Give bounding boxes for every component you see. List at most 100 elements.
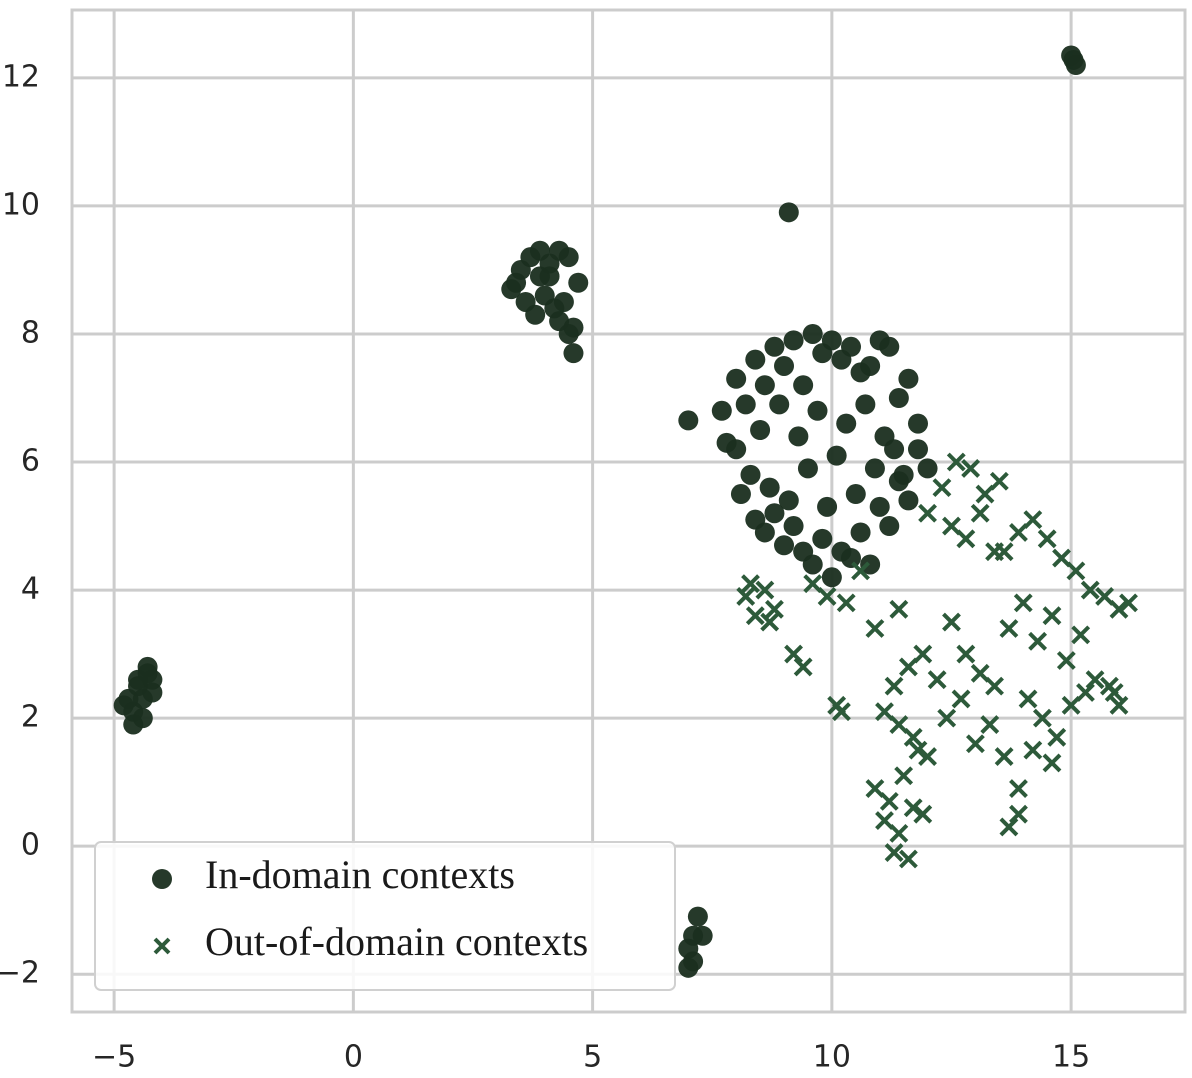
point — [764, 503, 785, 524]
point — [1009, 779, 1028, 798]
point — [765, 599, 784, 619]
point — [879, 336, 900, 357]
point — [1080, 580, 1100, 600]
point — [1042, 753, 1062, 773]
point — [793, 657, 813, 677]
point — [956, 644, 976, 664]
point — [899, 657, 918, 677]
point — [999, 619, 1019, 638]
point — [755, 580, 775, 600]
point — [774, 355, 795, 376]
point — [850, 522, 871, 543]
point — [760, 612, 780, 632]
point — [994, 747, 1014, 766]
point — [750, 420, 771, 441]
point — [678, 957, 699, 978]
y-tick-label: 0 — [21, 828, 40, 863]
point — [774, 535, 795, 556]
point — [860, 554, 881, 575]
point — [539, 266, 560, 287]
point — [1009, 804, 1028, 824]
x-tick-label: −5 — [92, 1040, 136, 1075]
point — [142, 669, 163, 690]
point — [851, 561, 870, 581]
point — [123, 714, 144, 735]
point — [1032, 708, 1052, 728]
plot-frame — [70, 8, 1187, 1014]
y-tick-label: 10 — [2, 187, 40, 222]
point — [113, 695, 134, 716]
legend-marker — [153, 937, 171, 955]
point — [1066, 561, 1086, 581]
point — [1028, 631, 1048, 651]
point — [907, 413, 928, 434]
legend-item: In-domain contexts — [152, 852, 515, 897]
legend-box — [94, 841, 676, 991]
point — [726, 368, 747, 389]
point — [907, 439, 928, 460]
point — [865, 779, 885, 798]
point — [956, 529, 976, 549]
point — [558, 247, 579, 268]
y-tick-label: −2 — [0, 956, 40, 991]
point — [942, 612, 961, 632]
point — [855, 394, 876, 415]
point — [1071, 625, 1091, 645]
y-tick-label: 8 — [21, 315, 40, 350]
point — [884, 439, 905, 460]
point — [913, 804, 933, 824]
point — [754, 375, 775, 396]
point — [1095, 587, 1115, 606]
point — [879, 791, 899, 811]
point — [553, 291, 574, 312]
point — [894, 766, 914, 786]
legend: In-domain contexts Out-of-domain contexts — [94, 841, 676, 991]
legend-marker — [152, 869, 172, 889]
x-tick-label: 5 — [583, 1040, 602, 1075]
legend-item: Out-of-domain contexts — [153, 919, 588, 964]
point — [879, 516, 900, 537]
point — [132, 688, 153, 709]
point — [783, 330, 804, 351]
point — [932, 478, 952, 498]
point — [817, 496, 838, 517]
x-tick-label: 0 — [344, 1040, 363, 1075]
point — [903, 798, 923, 818]
point — [927, 670, 947, 690]
point — [692, 925, 713, 946]
point — [888, 471, 909, 492]
point — [1018, 689, 1038, 709]
point — [529, 240, 550, 261]
point — [994, 542, 1014, 562]
point — [966, 734, 985, 754]
point — [1023, 510, 1043, 530]
point — [711, 400, 732, 421]
point — [783, 516, 804, 537]
point — [841, 336, 862, 357]
point — [898, 490, 919, 511]
point — [568, 272, 589, 293]
point — [860, 355, 881, 376]
points — [113, 45, 1138, 978]
point — [899, 849, 918, 869]
point — [793, 375, 814, 396]
point — [740, 464, 761, 485]
y-tick-label: 6 — [21, 444, 40, 479]
point — [736, 587, 756, 606]
point — [525, 304, 546, 325]
point — [1065, 55, 1086, 76]
point — [549, 311, 570, 332]
point — [778, 490, 799, 511]
point — [1104, 683, 1124, 702]
point — [1009, 523, 1028, 542]
point — [937, 708, 957, 728]
point — [975, 484, 995, 504]
point — [807, 400, 828, 421]
point — [812, 528, 833, 549]
point — [1013, 593, 1033, 613]
point — [946, 452, 966, 472]
point — [1047, 727, 1067, 747]
point — [980, 715, 1000, 734]
point — [797, 458, 818, 479]
point — [1119, 593, 1138, 613]
